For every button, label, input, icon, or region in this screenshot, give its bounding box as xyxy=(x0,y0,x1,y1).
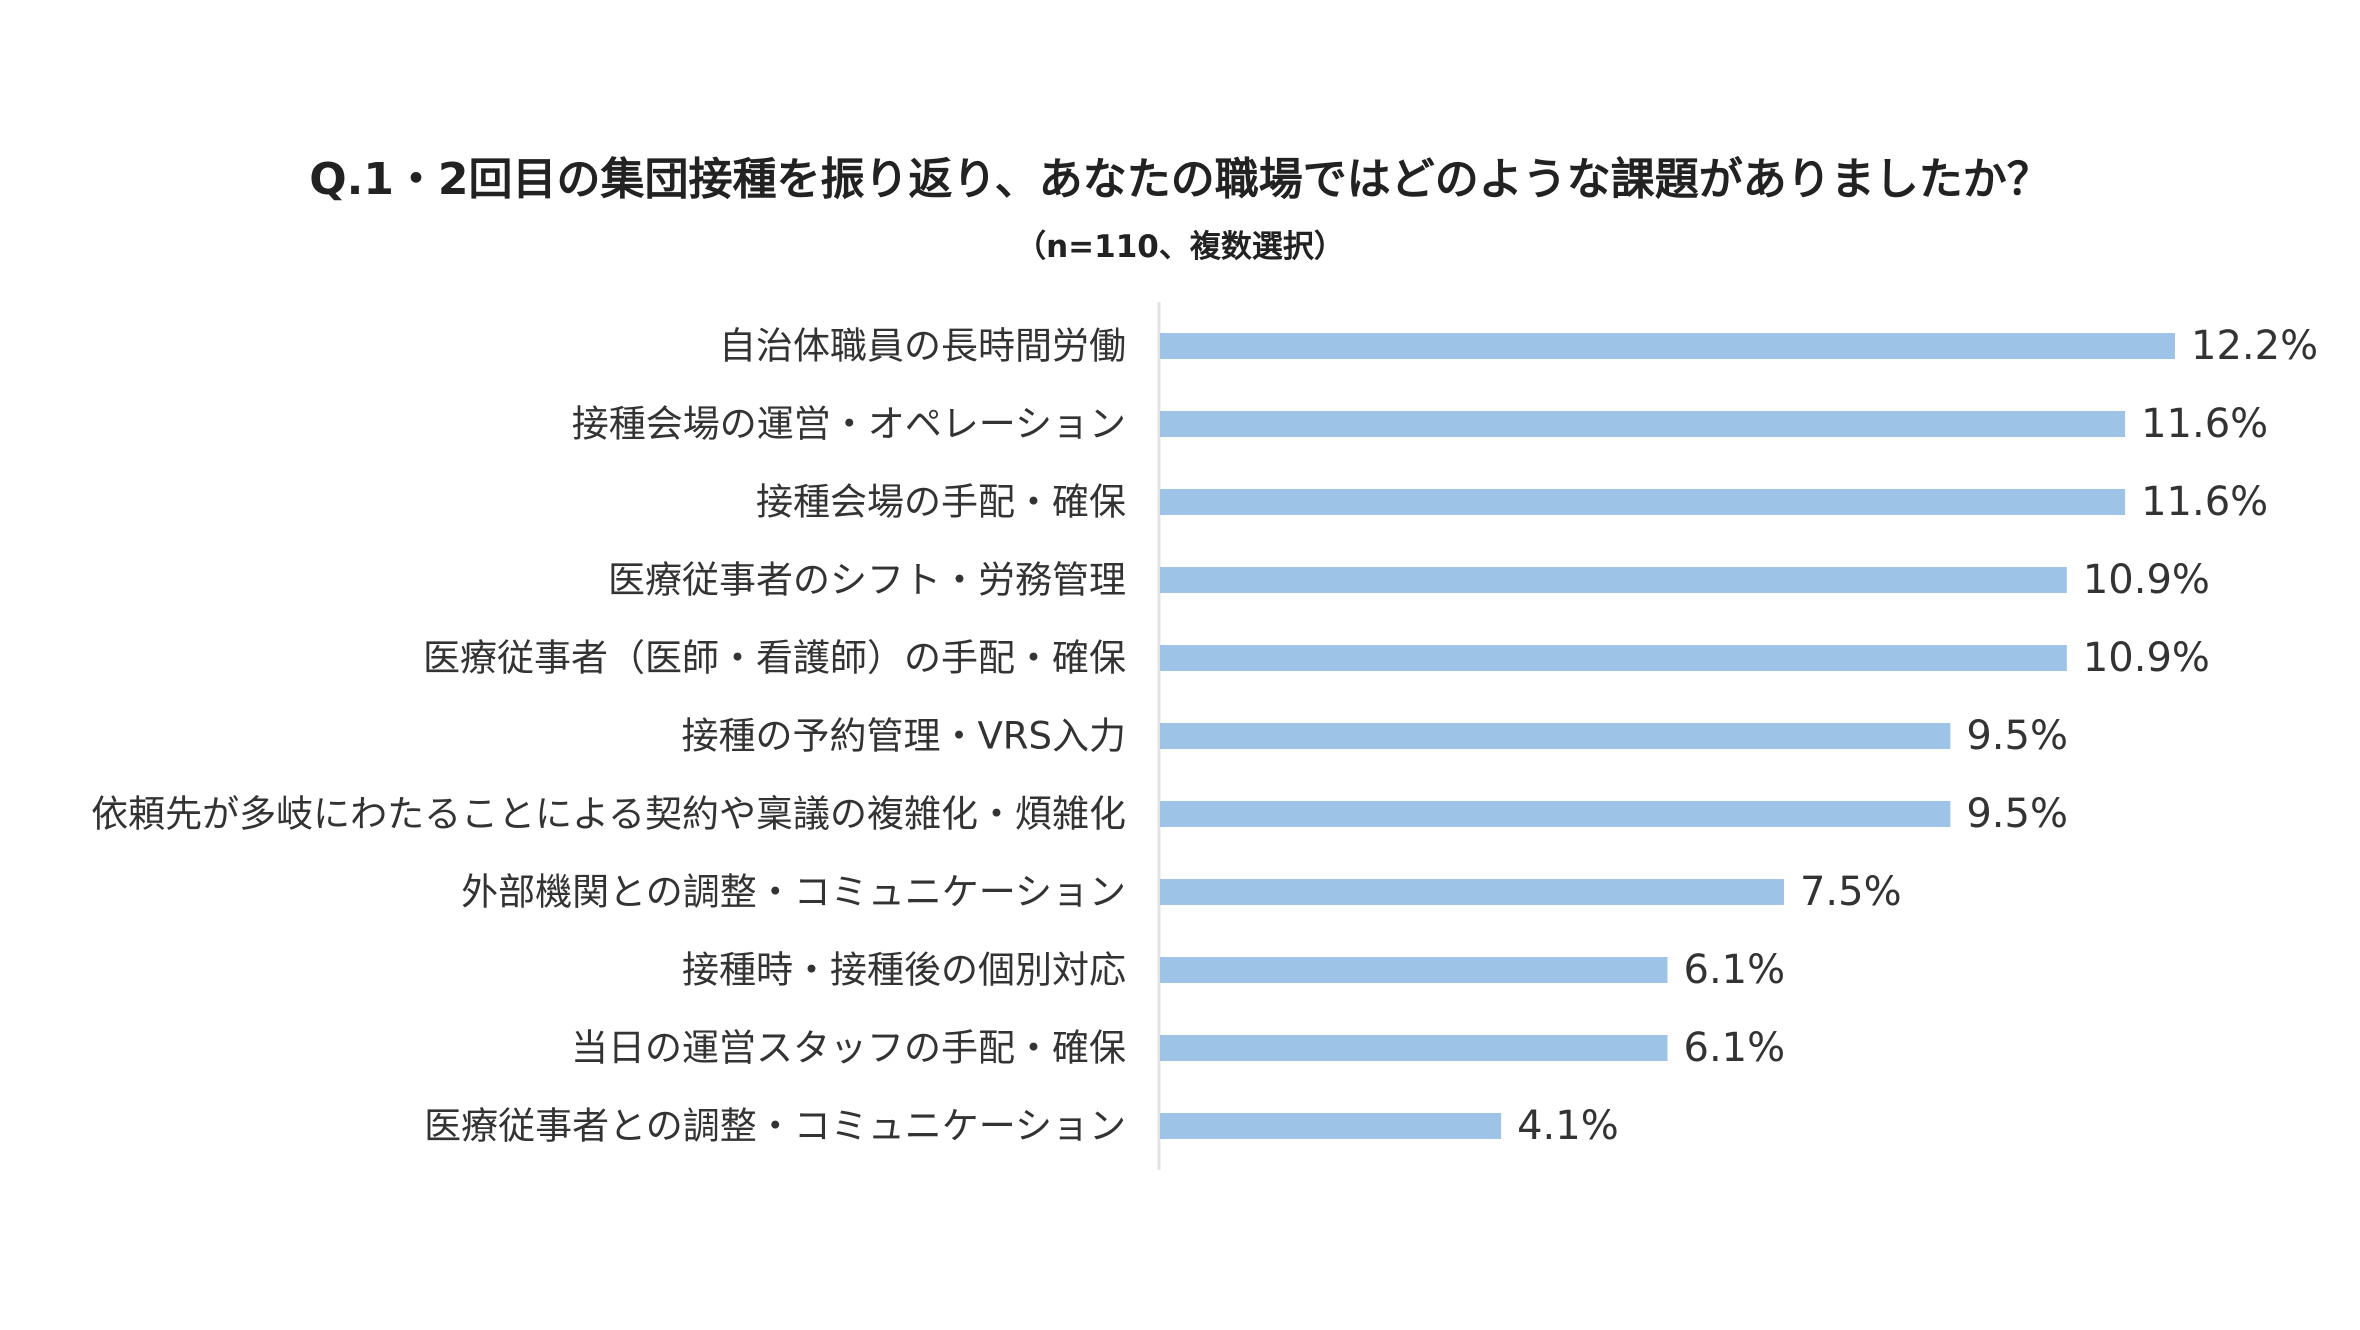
data-label: 9.5% xyxy=(1966,791,2068,837)
category-label: 依頼先が多岐にわたることによる契約や稟議の複雑化・煩雑化 xyxy=(91,793,1126,836)
category-label: 接種会場の運営・オペレーション xyxy=(572,403,1126,446)
chart-subtitle: （n=110、複数選択） xyxy=(1015,229,1345,265)
data-label: 11.6% xyxy=(2141,479,2268,525)
category-label: 接種の予約管理・VRS入力 xyxy=(681,715,1126,758)
category-label: 接種会場の手配・確保 xyxy=(756,481,1126,524)
bar xyxy=(1160,1113,1502,1139)
bar xyxy=(1160,567,2067,593)
data-label: 11.6% xyxy=(2141,401,2268,447)
bar xyxy=(1160,333,2175,359)
data-label: 10.9% xyxy=(2083,635,2210,681)
data-label: 12.2% xyxy=(2191,323,2318,369)
category-label: 接種時・接種後の個別対応 xyxy=(682,949,1126,992)
bar xyxy=(1160,879,1784,905)
data-label: 6.1% xyxy=(1684,947,1786,993)
category-label: 医療従事者との調整・コミュニケーション xyxy=(424,1105,1126,1148)
category-label: 医療従事者（医師・看護師）の手配・確保 xyxy=(423,637,1126,680)
category-label: 医療従事者のシフト・労務管理 xyxy=(608,559,1126,602)
category-label: 自治体職員の長時間労働 xyxy=(719,325,1126,368)
data-label: 6.1% xyxy=(1684,1025,1786,1071)
bar xyxy=(1160,411,2126,437)
bar xyxy=(1160,645,2067,671)
bar xyxy=(1160,489,2126,515)
bar xyxy=(1160,957,1668,983)
category-label: 外部機関との調整・コミュニケーション xyxy=(461,871,1126,914)
category-label: 当日の運営スタッフの手配・確保 xyxy=(571,1027,1126,1070)
bar xyxy=(1160,723,1951,749)
data-label: 4.1% xyxy=(1517,1103,1619,1149)
bar xyxy=(1160,801,1951,827)
data-label: 7.5% xyxy=(1800,869,1902,915)
data-label: 10.9% xyxy=(2083,557,2210,603)
bar xyxy=(1160,1035,1668,1061)
chart-title: Q.1・2回目の集団接種を振り返り、あなたの職場ではどのような課題がありましたか… xyxy=(309,154,2051,205)
data-label: 9.5% xyxy=(1966,713,2068,759)
